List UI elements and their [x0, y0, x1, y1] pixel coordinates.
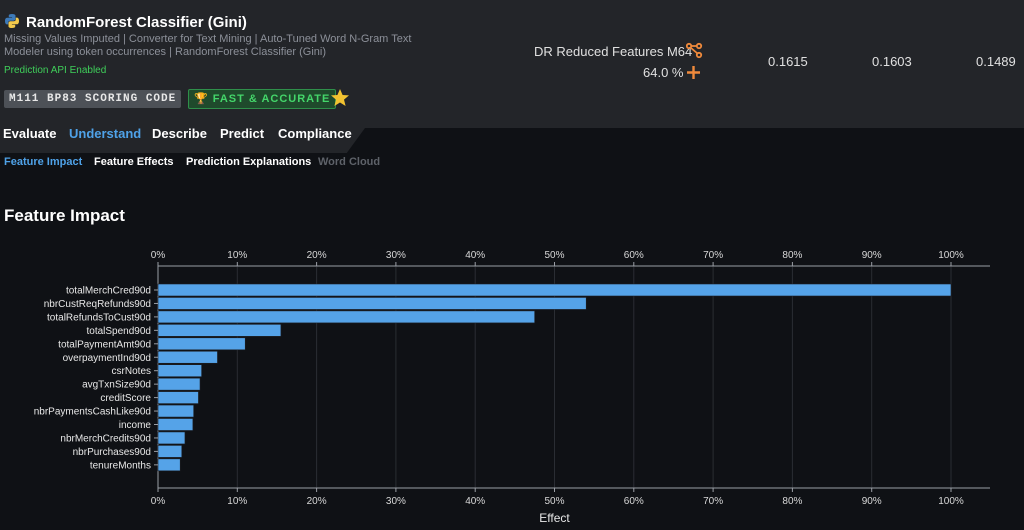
bar	[157, 458, 181, 472]
bar	[157, 391, 199, 404]
x-tick-label-bottom: 50%	[544, 496, 564, 507]
x-tick-label-bottom: 0%	[151, 496, 166, 507]
bar	[157, 445, 183, 458]
category-label: income	[119, 420, 152, 431]
feature-list-share-icon[interactable]	[686, 42, 703, 59]
x-tick-label-bottom: 30%	[386, 496, 406, 507]
bar	[157, 297, 587, 310]
tab-compliance[interactable]: Compliance	[278, 126, 352, 141]
feature-list-name: DR Reduced Features M64	[534, 44, 693, 59]
bar	[157, 377, 201, 391]
x-tick-label-top: 70%	[703, 250, 723, 261]
bar	[157, 350, 218, 364]
category-label: nbrPurchases90d	[73, 447, 151, 458]
fast-accurate-label: FAST & ACCURATE	[212, 93, 331, 105]
subtab-word-cloud[interactable]: Word Cloud	[318, 156, 381, 168]
main-tab-bar	[0, 128, 1024, 153]
bar	[157, 283, 952, 297]
category-label: totalMerchCred90d	[66, 286, 151, 297]
metric-holdout: 0.1489	[976, 54, 1016, 69]
x-tick-label-bottom: 10%	[227, 496, 247, 507]
x-tick-label-top: 90%	[862, 250, 882, 261]
api-status: Prediction API Enabled	[4, 65, 107, 76]
x-tick-label-bottom: 80%	[782, 496, 802, 507]
x-tick-label-top: 50%	[544, 250, 564, 261]
bar	[157, 324, 282, 337]
x-tick-label-top: 60%	[624, 250, 644, 261]
tab-describe[interactable]: Describe	[152, 126, 207, 141]
x-axis-title: Effect	[539, 511, 570, 525]
metric-cross-validation: 0.1603	[872, 54, 912, 69]
bar	[157, 310, 535, 324]
model-title: RandomForest Classifier (Gini)	[26, 14, 247, 31]
category-label: tenureMonths	[90, 460, 151, 471]
category-label: nbrPaymentsCashLike90d	[34, 407, 151, 418]
x-tick-label-top: 20%	[307, 250, 327, 261]
bar	[157, 431, 186, 445]
x-tick-label-top: 100%	[938, 250, 964, 261]
x-tick-label-bottom: 20%	[307, 496, 327, 507]
fast-accurate-badge: 🏆 FAST & ACCURATE	[188, 89, 337, 109]
x-tick-label-top: 40%	[465, 250, 485, 261]
x-tick-label-bottom: 60%	[624, 496, 644, 507]
category-label: nbrMerchCredits90d	[60, 433, 151, 444]
x-tick-label-top: 10%	[227, 250, 247, 261]
category-label: overpaymentInd90d	[63, 353, 151, 364]
feature-impact-chart: 0% 0% 10% 10% 20% 20% 30% 30% 40% 40% 50% 50% 60% 60%…	[34, 250, 990, 525]
x-tick-label-bottom: 100%	[938, 496, 964, 507]
model-header: RandomForest Classifier (Gini) Missing V…	[0, 0, 1024, 128]
python-logo-icon	[5, 14, 19, 28]
sample-percent: 64.0 %	[643, 65, 684, 80]
scoring-code-badge: M111 BP83 SCORING CODE	[4, 90, 182, 108]
category-label: avgTxnSize90d	[82, 380, 151, 391]
metric-validation: 0.1615	[768, 54, 808, 69]
category-label: totalRefundsToCust90d	[47, 312, 151, 323]
subtab-feature-effects[interactable]: Feature Effects	[94, 156, 174, 168]
x-tick-label-bottom: 90%	[862, 496, 882, 507]
x-tick-label-bottom: 40%	[465, 496, 485, 507]
x-tick-label-top: 0%	[151, 250, 166, 261]
tab-predict[interactable]: Predict	[220, 126, 265, 141]
subtab-prediction-explanations[interactable]: Prediction Explanations	[186, 156, 312, 168]
tab-understand[interactable]: Understand	[69, 126, 142, 141]
category-label: csrNotes	[112, 366, 151, 377]
star-icon[interactable]	[330, 88, 350, 108]
trophy-icon: 🏆	[194, 93, 209, 105]
subtab-feature-impact[interactable]: Feature Impact	[4, 156, 83, 168]
bar	[157, 364, 202, 377]
x-tick-label-top: 30%	[386, 250, 406, 261]
bar	[157, 418, 194, 431]
model-description: Missing Values Imputed | Converter for T…	[4, 33, 412, 58]
page-title: Feature Impact	[4, 206, 125, 225]
tab-evaluate[interactable]: Evaluate	[3, 126, 57, 141]
x-tick-label-bottom: 70%	[703, 496, 723, 507]
category-label: totalPaymentAmt90d	[58, 339, 151, 350]
plus-icon[interactable]	[686, 65, 701, 80]
category-label: nbrCustReqRefunds90d	[44, 299, 151, 310]
x-tick-label-top: 80%	[782, 250, 802, 261]
category-label: creditScore	[100, 393, 151, 404]
bar	[157, 337, 246, 351]
bar	[157, 404, 194, 418]
category-label: totalSpend90d	[86, 326, 151, 337]
